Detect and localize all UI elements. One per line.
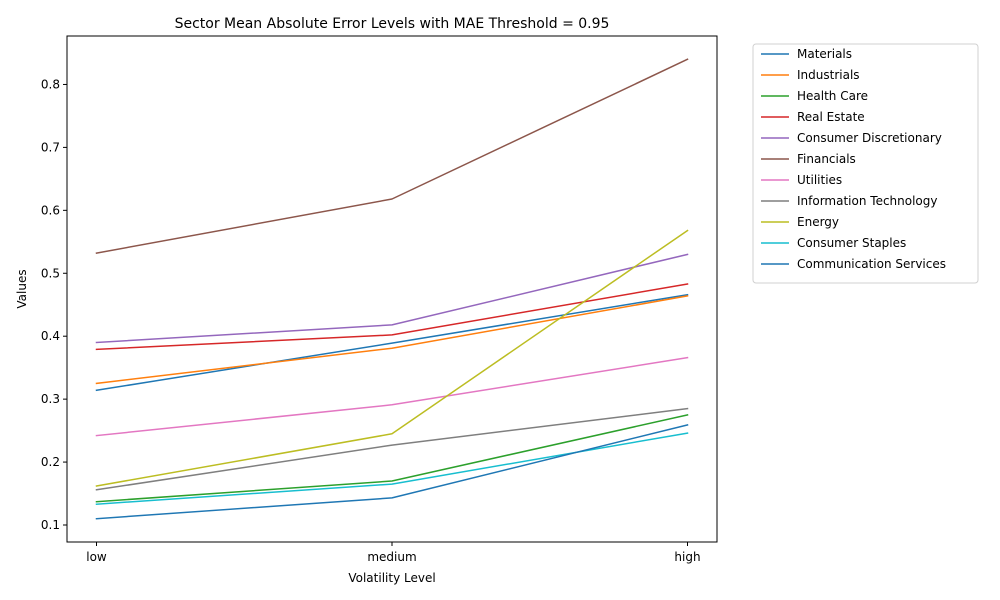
y-tick-label: 0.1 <box>41 518 60 532</box>
series-line-energy <box>95 229 689 487</box>
series-line-utilities <box>95 356 689 437</box>
plot-frame <box>66 35 718 543</box>
legend-label: Communication Services <box>797 257 946 271</box>
series-line-information-technology <box>95 407 689 491</box>
legend-label: Consumer Discretionary <box>797 131 942 145</box>
y-tick-label: 0.2 <box>41 455 60 469</box>
y-axis-label: Values <box>15 269 29 308</box>
series-line-real-estate <box>95 283 689 351</box>
series-line-consumer-discretionary <box>95 253 689 344</box>
y-tick-label: 0.3 <box>41 392 60 406</box>
legend-frame <box>752 43 979 284</box>
y-tick-label: 0.7 <box>41 140 60 154</box>
series-line-industrials <box>95 295 689 385</box>
x-tick-label: medium <box>367 550 416 564</box>
series-line-consumer-staples <box>95 432 689 505</box>
x-axis-label: Volatility Level <box>348 571 435 585</box>
y-tick-label: 0.5 <box>41 266 60 280</box>
legend-label: Health Care <box>797 89 868 103</box>
x-tick-label: low <box>86 550 107 564</box>
legend-label: Consumer Staples <box>797 236 906 250</box>
legend-label: Industrials <box>797 68 860 82</box>
legend-label: Financials <box>797 152 856 166</box>
x-tick-label: high <box>674 550 700 564</box>
series-line-health-care <box>95 414 689 503</box>
legend-label: Information Technology <box>797 194 938 208</box>
legend-label: Utilities <box>797 173 842 187</box>
legend-label: Materials <box>797 47 852 61</box>
series-line-communication-services <box>95 423 689 520</box>
series-line-financials <box>95 58 689 254</box>
chart-title: Sector Mean Absolute Error Levels with M… <box>175 16 610 32</box>
y-tick-label: 0.8 <box>41 77 60 91</box>
legend: Materials Industrials Health Care Real Esta… <box>752 43 979 284</box>
y-tick-label: 0.6 <box>41 203 60 217</box>
plot-area <box>95 58 689 520</box>
legend-label: Real Estate <box>797 110 865 124</box>
legend-label: Energy <box>797 215 839 229</box>
y-tick-label: 0.4 <box>41 329 60 343</box>
series-line-materials <box>95 293 689 392</box>
